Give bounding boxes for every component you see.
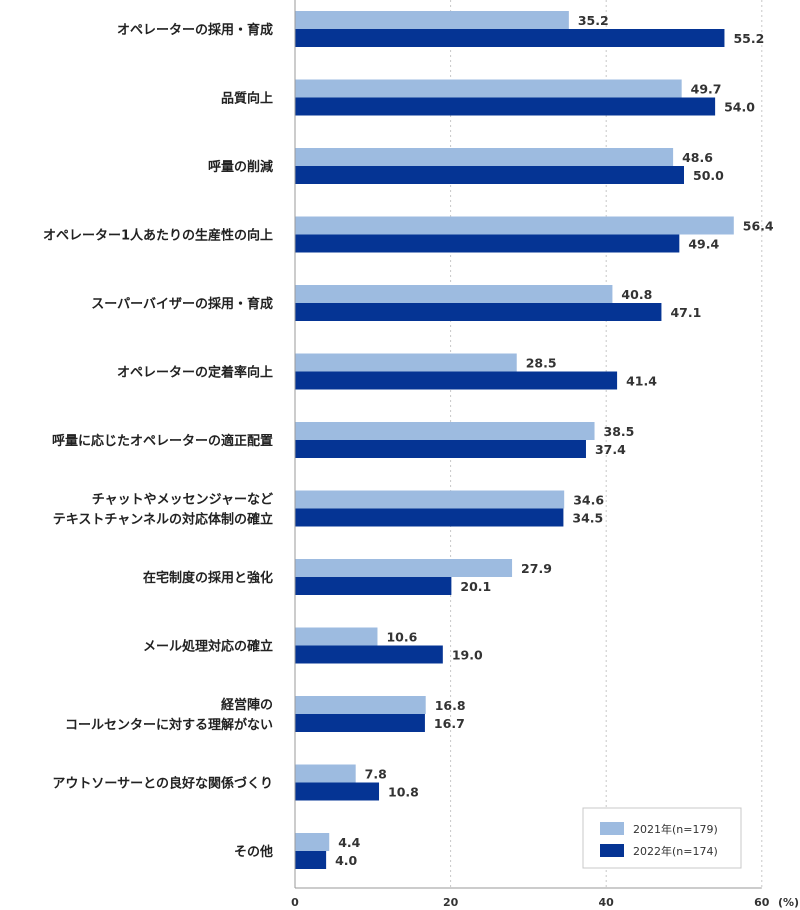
bar-2021 bbox=[295, 11, 569, 29]
category-label: オペレーターの定着率向上 bbox=[117, 365, 273, 381]
data-label: 55.2 bbox=[733, 31, 764, 46]
bar-2022 bbox=[295, 29, 725, 47]
bar-2022 bbox=[295, 303, 662, 321]
legend-label: 2021年(n=179) bbox=[633, 822, 718, 836]
data-label: 40.8 bbox=[621, 287, 652, 302]
data-label: 10.6 bbox=[386, 630, 417, 645]
bar-2022 bbox=[295, 97, 716, 116]
data-label: 10.8 bbox=[388, 785, 419, 800]
bar-2022 bbox=[295, 440, 586, 458]
data-label: 37.4 bbox=[595, 442, 626, 457]
legend-label: 2022年(n=174) bbox=[633, 844, 718, 858]
x-tick-label: 60 bbox=[754, 896, 770, 909]
bar-2022 bbox=[295, 851, 327, 869]
category-label: アウトソーサーとの良好な関係づくり bbox=[52, 776, 273, 792]
data-label: 56.4 bbox=[743, 219, 774, 234]
x-axis-unit: (%) bbox=[778, 896, 799, 909]
category-label: メール処理対応の確立 bbox=[143, 639, 273, 655]
gridlines bbox=[450, 0, 763, 888]
bar-2021 bbox=[295, 696, 426, 714]
category-label: オペレーターの採用・育成 bbox=[117, 22, 273, 38]
data-label: 47.1 bbox=[670, 305, 701, 320]
bar-2022 bbox=[295, 234, 680, 253]
bar-2021 bbox=[295, 285, 613, 303]
bar-2021 bbox=[295, 148, 674, 166]
bar-2021 bbox=[295, 764, 356, 783]
category-label: その他 bbox=[234, 844, 273, 860]
data-label: 4.0 bbox=[335, 853, 357, 868]
bar-2022 bbox=[295, 714, 425, 732]
bar-2022 bbox=[295, 645, 443, 664]
data-label: 16.7 bbox=[434, 716, 465, 731]
data-label: 20.1 bbox=[460, 579, 491, 594]
bar-2021 bbox=[295, 490, 565, 509]
data-label: 7.8 bbox=[365, 767, 387, 782]
data-label: 49.4 bbox=[688, 237, 719, 252]
category-label: コールセンターに対する理解がない bbox=[65, 717, 273, 733]
data-label: 35.2 bbox=[578, 13, 609, 28]
bar-2021 bbox=[295, 627, 378, 646]
x-tick-label: 40 bbox=[599, 896, 615, 909]
data-label: 54.0 bbox=[724, 100, 755, 115]
bar-2022 bbox=[295, 577, 452, 595]
x-tick-label: 20 bbox=[443, 896, 459, 909]
category-label: テキストチャンネルの対応体制の確立 bbox=[53, 512, 273, 528]
bar-2021 bbox=[295, 216, 734, 235]
data-label: 49.7 bbox=[691, 82, 722, 97]
data-label: 50.0 bbox=[693, 168, 724, 183]
bar-2022 bbox=[295, 782, 380, 801]
data-label: 4.4 bbox=[338, 835, 360, 850]
data-label: 41.4 bbox=[626, 374, 657, 389]
category-label: 品質向上 bbox=[221, 91, 273, 107]
category-label: スーパーバイザーの採用・育成 bbox=[91, 296, 273, 312]
bar-2022 bbox=[295, 508, 564, 527]
data-label: 34.6 bbox=[573, 493, 604, 508]
legend-box bbox=[582, 807, 742, 869]
category-label: 経営陣の bbox=[221, 697, 273, 713]
data-label: 48.6 bbox=[682, 150, 713, 165]
bar-2022 bbox=[295, 371, 618, 390]
category-label: 在宅制度の採用と強化 bbox=[143, 570, 273, 586]
category-label: 呼量の削減 bbox=[208, 159, 273, 175]
legend-swatch bbox=[600, 822, 624, 835]
category-label: 呼量に応じたオペレーターの適正配置 bbox=[52, 433, 273, 449]
x-axis: 0 20 40 60 (%) bbox=[291, 0, 799, 909]
legend: 2021年(n=179) 2022年(n=174) bbox=[582, 807, 742, 869]
category-label: オペレーター1人あたりの生産性の向上 bbox=[43, 228, 273, 244]
bar-2021 bbox=[295, 833, 330, 851]
bar-2022 bbox=[295, 166, 684, 184]
data-label: 16.8 bbox=[435, 698, 466, 713]
value-labels: 35.2 55.2 49.754.0 48.6 50.0 56.4 49.4 40.8 47.1… bbox=[335, 13, 774, 868]
bar-2021 bbox=[295, 79, 682, 98]
bars-group bbox=[295, 11, 734, 869]
bar-2021 bbox=[295, 422, 595, 440]
bar-2021 bbox=[295, 353, 517, 372]
category-labels: オペレーターの採用・育成品質向上呼量の削減オペレーター1人あたりの生産性の向上ス… bbox=[43, 22, 273, 860]
data-label: 34.5 bbox=[572, 511, 603, 526]
data-label: 38.5 bbox=[604, 424, 635, 439]
legend-swatch bbox=[600, 844, 624, 857]
data-label: 28.5 bbox=[526, 356, 557, 371]
data-label: 19.0 bbox=[452, 648, 483, 663]
bar-2021 bbox=[295, 559, 513, 577]
category-label: チャットやメッセンジャーなど bbox=[92, 493, 273, 508]
x-tick-label: 0 bbox=[291, 896, 299, 909]
data-label: 27.9 bbox=[521, 561, 552, 576]
